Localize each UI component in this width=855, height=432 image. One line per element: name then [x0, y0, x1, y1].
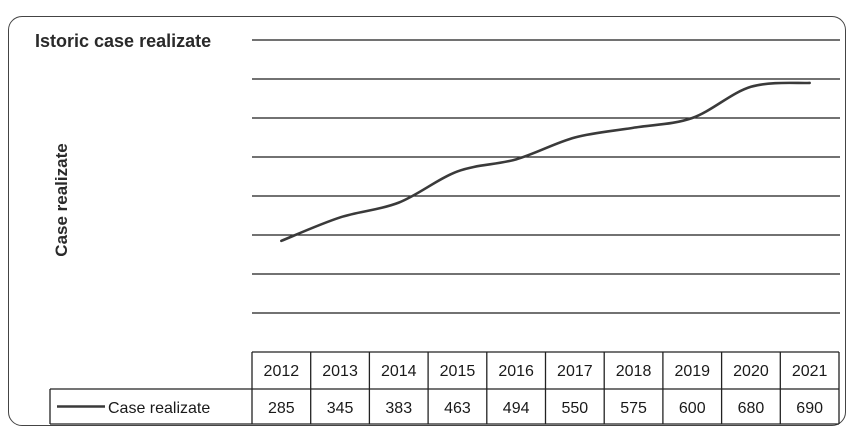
tick-label-2019: 2019 — [674, 363, 710, 380]
data-table: 2012 285 2013 345 2014 383 2015 463 2016 494 2017 5… — [49, 351, 840, 425]
data-label-2018: 575 — [620, 400, 647, 417]
series-layer — [280, 81, 811, 243]
tick-label-2013: 2013 — [322, 363, 358, 380]
tick-label-2015: 2015 — [440, 363, 476, 380]
gridlines — [252, 39, 840, 314]
legend-label-case-realizate: Case realizate — [108, 400, 210, 417]
data-label-2021: 690 — [796, 400, 823, 417]
chart-title: Istoric case realizate — [35, 31, 212, 51]
tick-label-2017: 2017 — [557, 363, 593, 380]
data-label-2015: 463 — [444, 400, 471, 417]
tick-label-2021: 2021 — [792, 363, 828, 380]
data-label-2013: 345 — [327, 400, 354, 417]
tick-label-2020: 2020 — [733, 363, 769, 380]
tick-label-2012: 2012 — [264, 363, 300, 380]
tick-label-2018: 2018 — [616, 363, 652, 380]
data-label-2016: 494 — [503, 400, 530, 417]
chart-frame — [8, 16, 846, 426]
data-label-2014: 383 — [385, 400, 412, 417]
tick-label-2016: 2016 — [498, 363, 534, 380]
data-label-2017: 550 — [561, 400, 588, 417]
data-label-2020: 680 — [738, 400, 765, 417]
data-label-2012: 285 — [268, 400, 295, 417]
series-line-case-realizate — [280, 81, 811, 243]
data-label-2019: 600 — [679, 400, 706, 417]
tick-label-2014: 2014 — [381, 363, 417, 380]
